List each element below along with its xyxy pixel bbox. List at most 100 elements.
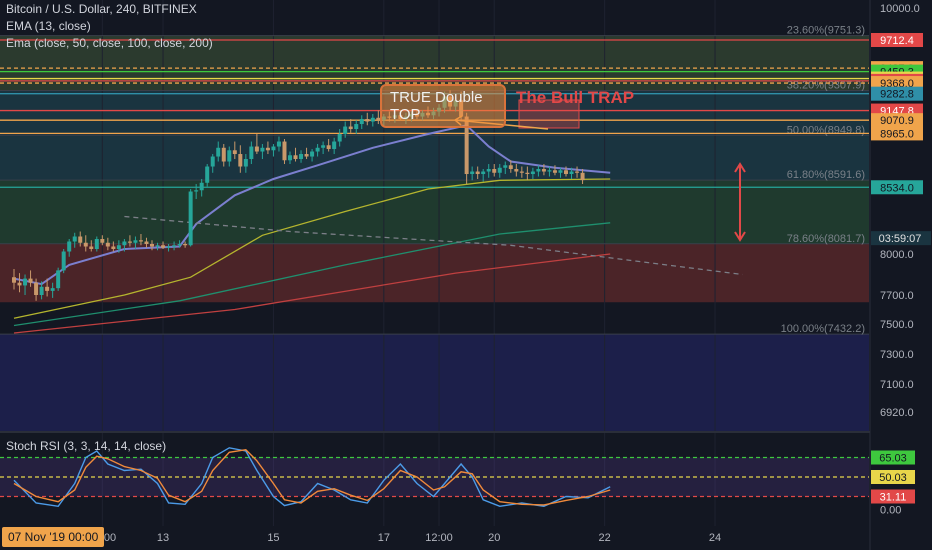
ma-line-2	[13, 222, 611, 327]
candle-body	[519, 171, 524, 173]
candle-body	[221, 147, 226, 162]
candle-body	[564, 170, 568, 175]
price-badge-label-6: 9282.8	[880, 89, 914, 101]
candle-body	[188, 191, 193, 246]
fib-zone-2	[0, 180, 869, 244]
price-badge-label-8: 9070.9	[880, 115, 914, 127]
fib-label-2: 50.00%(8949.8)	[787, 124, 865, 136]
candle-body	[150, 244, 154, 247]
stoch-tick-0: 0.00	[880, 505, 901, 517]
candle-body	[89, 246, 94, 250]
candle-body	[464, 116, 469, 175]
candle-body	[276, 141, 281, 147]
candle-body	[232, 150, 237, 155]
fib-label-0: 23.60%(9751.3)	[787, 25, 865, 37]
ema-legend: Ema (close, 50, close, 100, close, 200)	[6, 36, 213, 50]
candle-body	[177, 244, 182, 246]
candle-body	[172, 245, 177, 247]
candle-body	[580, 172, 585, 181]
price-badge-label-9: 8965.0	[880, 128, 914, 140]
candle-body	[503, 165, 508, 168]
candle-body	[133, 240, 138, 243]
fib-label-5: 100.00%(7432.2)	[781, 323, 865, 335]
candle-body	[508, 165, 513, 170]
stoch-badge-label-0: 65.03	[879, 453, 907, 465]
time-tick-4: 12:00	[425, 532, 453, 544]
candle-body	[293, 155, 298, 160]
candle-body	[155, 245, 160, 247]
candle-body	[547, 170, 552, 172]
candle-body	[265, 147, 270, 151]
time-tick-5: 20	[488, 532, 500, 544]
candle-body	[575, 171, 580, 173]
candle-body	[326, 145, 331, 150]
candle-body	[100, 239, 105, 243]
candle-body	[116, 245, 121, 250]
candle-body	[161, 245, 166, 248]
stoch-badge	[871, 450, 915, 465]
time-tick-1: 13	[157, 532, 169, 544]
candle-body	[337, 134, 342, 142]
fib-label-4: 78.60%(8081.7)	[787, 233, 865, 245]
crosshair-date-badge: 07 Nov '19 00:00	[2, 527, 105, 547]
candle-body	[39, 286, 44, 295]
candle-body	[470, 171, 475, 175]
candle-body	[310, 151, 315, 157]
candle-body	[486, 169, 491, 172]
candle-body	[183, 244, 188, 246]
candle-body	[475, 171, 480, 175]
candle-body	[525, 172, 530, 175]
candle-body	[28, 278, 33, 283]
candle-body	[238, 154, 243, 167]
candle-body	[254, 146, 259, 152]
candle-body	[194, 190, 199, 192]
candle-body	[365, 119, 370, 122]
candle-body	[492, 169, 497, 173]
candle-body	[127, 241, 132, 243]
fib-label-3: 61.80%(8591.6)	[787, 169, 865, 181]
price-tick-4: 7300.0	[880, 349, 914, 361]
stoch-line-0	[13, 447, 611, 508]
candle-body	[359, 119, 364, 125]
stoch-badge	[871, 489, 915, 504]
candle-body	[83, 242, 88, 247]
stoch-badge-label-1: 50.03	[879, 472, 907, 484]
candle-body	[78, 236, 83, 243]
price-badge	[871, 33, 923, 47]
candle-body	[376, 117, 381, 121]
price-badge	[871, 126, 923, 141]
target-arrowheads	[734, 162, 746, 242]
candle-body	[166, 246, 171, 248]
candle-body	[332, 141, 337, 150]
fib-zone-0	[0, 334, 869, 432]
ma-line-0	[13, 124, 611, 286]
candle-body	[243, 159, 248, 167]
candle-body	[315, 147, 320, 152]
countdown-badge	[871, 231, 931, 246]
candle-body	[288, 155, 292, 161]
ma-line-4	[124, 215, 743, 276]
candle-body	[321, 145, 326, 148]
candle-body	[50, 288, 55, 291]
time-tick-6: 22	[599, 532, 611, 544]
candle-body	[199, 182, 204, 191]
price-badge-label-0: 9712.4	[880, 35, 914, 47]
ma-line-3	[13, 253, 611, 334]
candle-body	[210, 156, 215, 167]
candle-body	[111, 246, 116, 250]
candle-body	[227, 150, 232, 162]
price-badge	[871, 76, 923, 91]
candle-body	[12, 277, 16, 283]
price-tick-0: 10000.0	[880, 3, 920, 15]
candle-body	[67, 241, 72, 252]
candle-body	[304, 154, 309, 157]
candle-body	[481, 171, 486, 175]
candle-body	[514, 169, 519, 172]
candle-body	[536, 169, 541, 172]
stoch-rsi-legend: Stoch RSI (3, 3, 14, 14, close)	[6, 439, 167, 453]
candle-body	[105, 242, 110, 247]
ema13-legend: EMA (13, close)	[6, 19, 91, 33]
price-tick-2: 7700.0	[880, 290, 914, 302]
